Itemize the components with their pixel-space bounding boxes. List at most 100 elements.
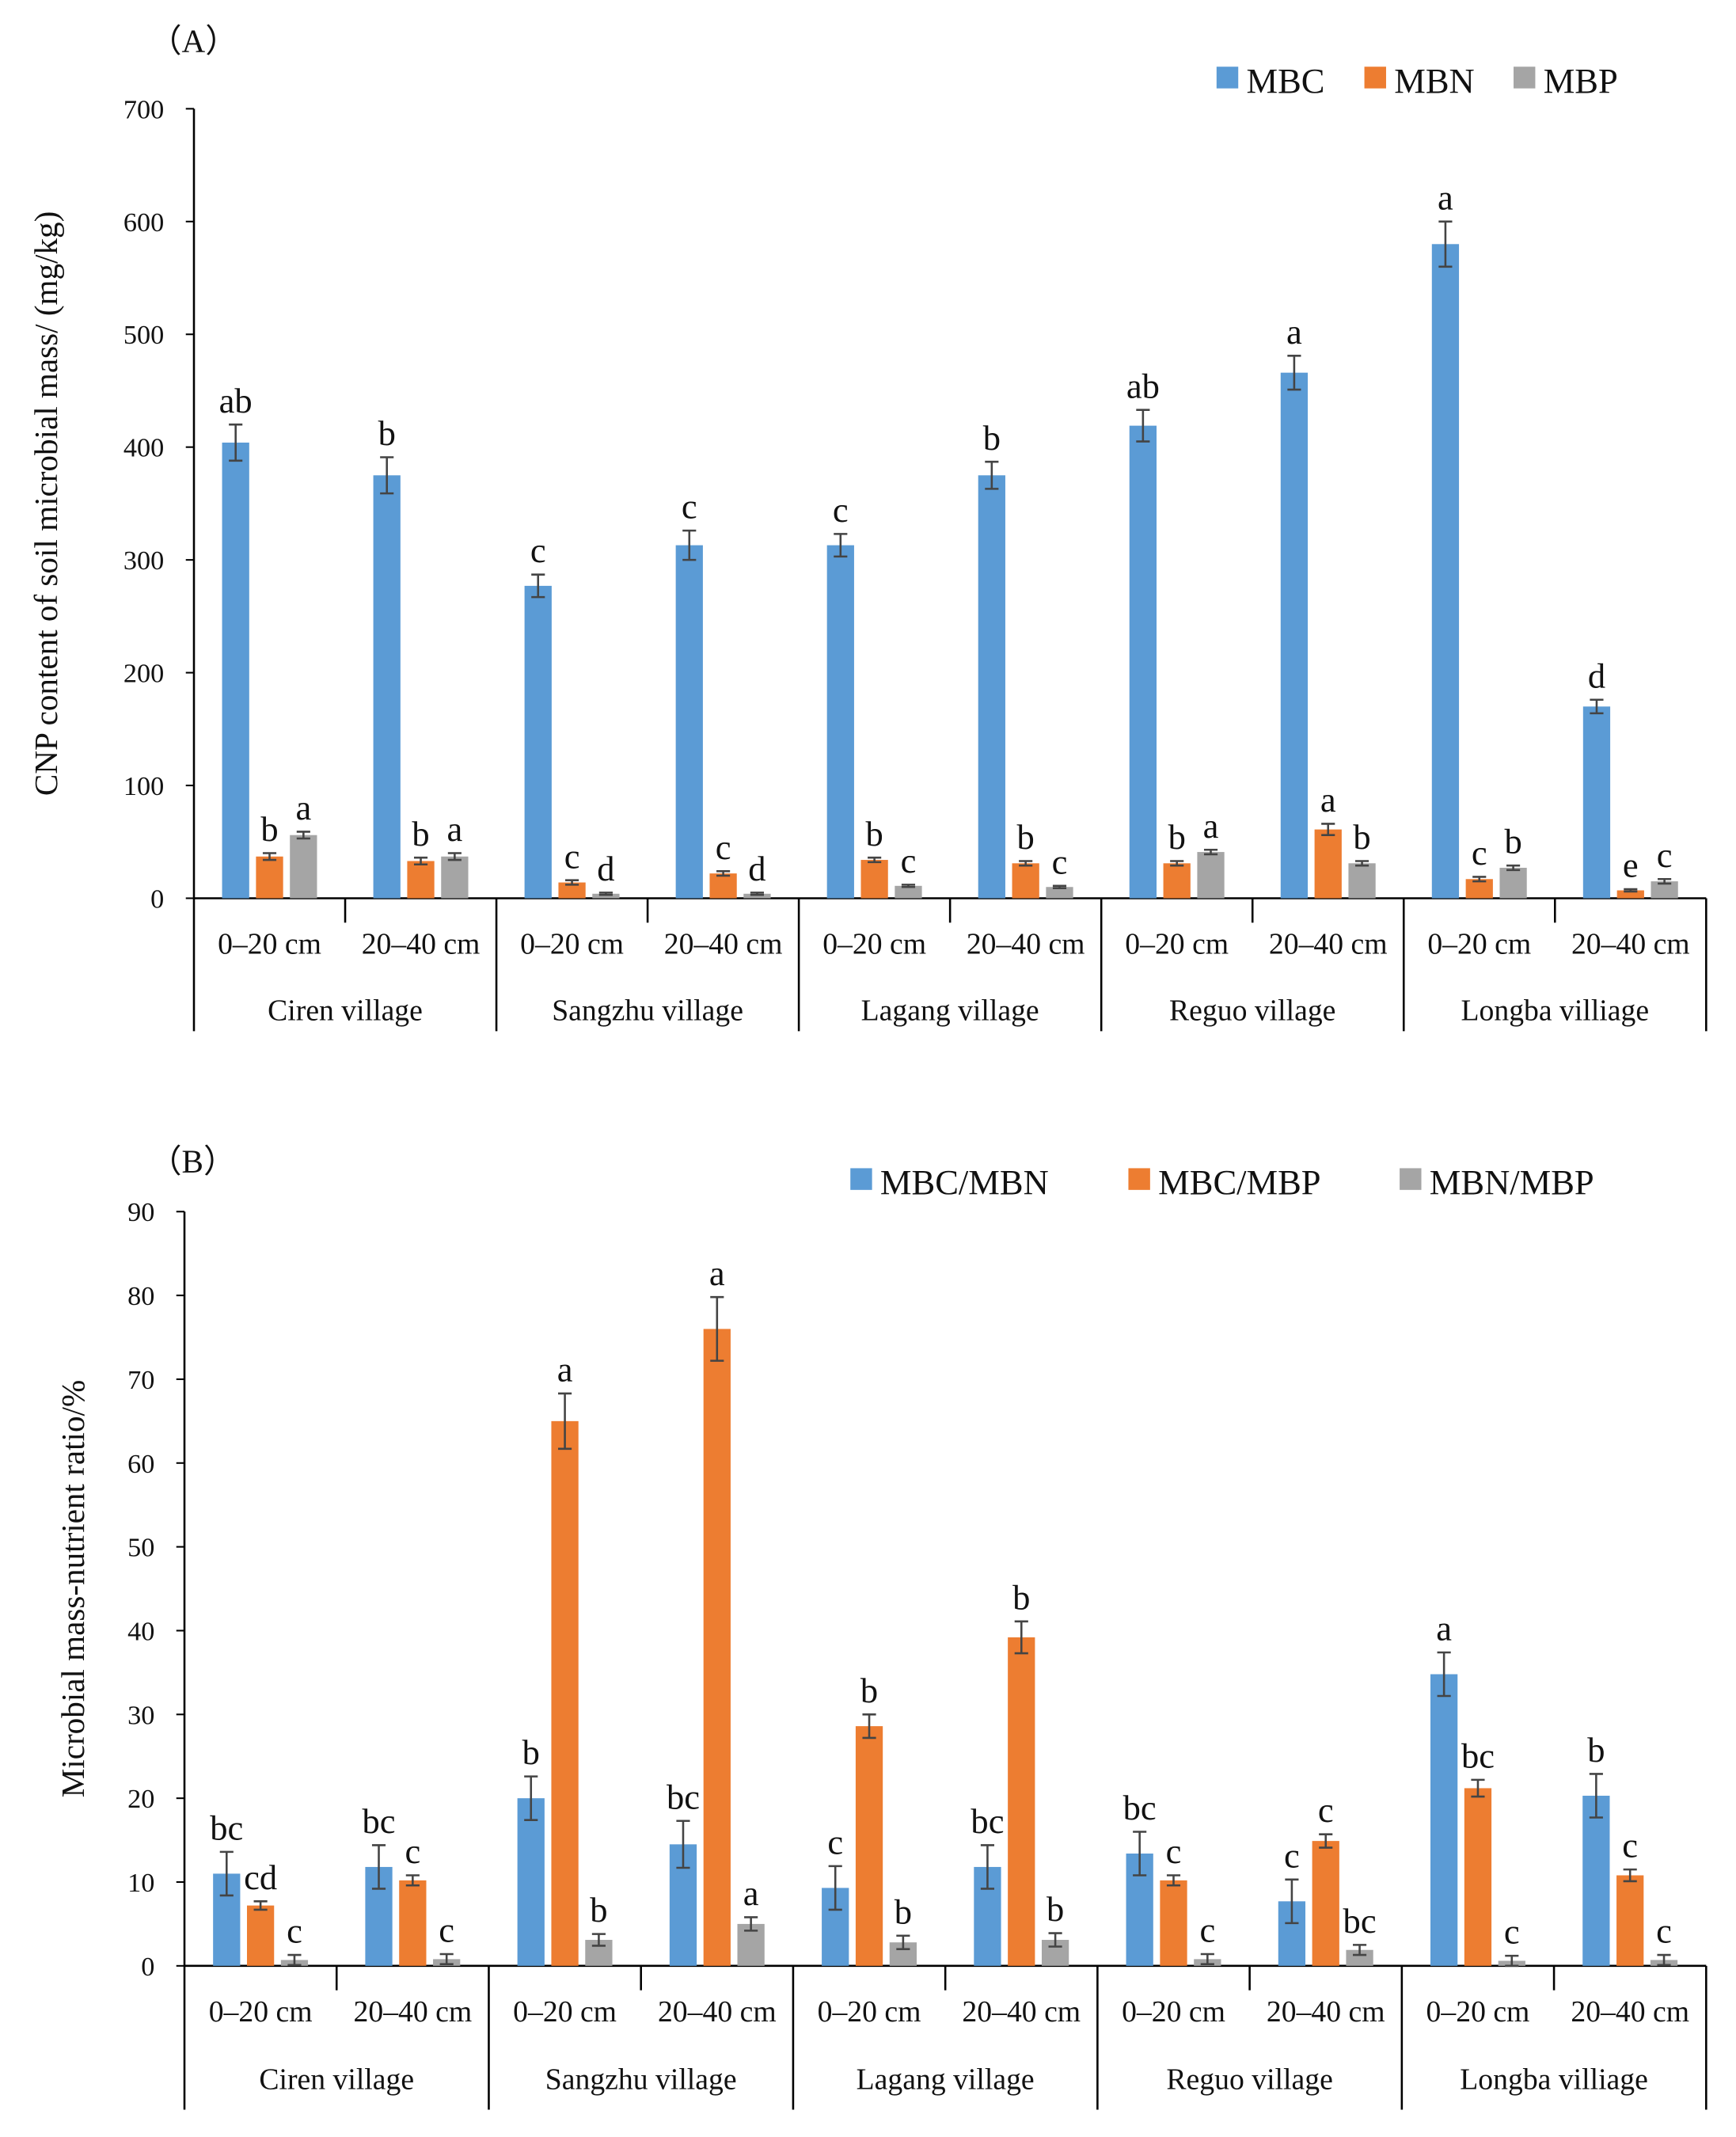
significance-letter: ab [219,381,253,420]
significance-letter: bc [363,1801,396,1841]
significance-letter: a [743,1873,759,1913]
bar [551,1420,579,1966]
significance-letter: b [378,413,396,453]
bar [1431,244,1460,899]
significance-letter: d [1588,656,1605,695]
bar [558,882,586,899]
significance-letter: c [287,1911,302,1951]
y-tick-label: 0 [150,884,164,914]
depth-label: 0–20 cm [1125,928,1229,961]
significance-letter: bc [667,1777,700,1816]
village-label: Longba villiage [1461,994,1649,1028]
bar [1129,425,1157,899]
legend: MBC MBN MBP [1216,61,1618,101]
bar [592,893,620,899]
bar [743,893,771,899]
legend-swatch [1216,67,1239,89]
legend-label: MBC/MBP [1158,1162,1320,1202]
significance-letter: c [564,836,580,876]
significance-letter: bc [210,1808,243,1847]
significance-letter: d [597,849,614,888]
bar [1616,1875,1644,1966]
significance-letter: c [1199,1911,1215,1950]
y-tick-label: 70 [127,1365,154,1395]
significance-letter: a [446,809,462,849]
depth-label: 0–20 cm [209,1995,313,2029]
bar [1582,706,1611,899]
significance-letter: c [833,490,849,530]
legend-label: MBN/MBP [1430,1162,1594,1202]
depth-label: 20–40 cm [1571,1995,1689,2029]
village-label: Longba villiage [1460,2063,1648,2097]
significance-letter: c [1657,835,1673,875]
significance-letter: b [260,809,278,849]
depth-label: 0–20 cm [822,928,926,961]
significance-letter: b [522,1732,540,1772]
significance-letter: c [1284,1835,1300,1875]
significance-letter: d [748,849,765,888]
y-axis-label: Microbial mass-nutrient ratio/% [55,1380,91,1797]
significance-letter: ab [1126,366,1160,405]
depth-label: 20–40 cm [664,928,783,961]
significance-letter: c [1656,1911,1672,1951]
significance-letter: b [1587,1730,1605,1770]
depth-label: 0–20 cm [1122,1995,1225,2029]
significance-letter: b [866,814,883,854]
significance-letter: b [1012,1577,1030,1617]
village-label: Sangzhu village [545,2063,737,2097]
bar [1163,863,1191,899]
y-tick-label: 700 [123,94,164,124]
legend-swatch [850,1168,872,1190]
significance-letter: c [439,1911,454,1950]
significance-letter: bc [1461,1736,1495,1775]
series-mbn: b bc c b b bac e [256,780,1644,899]
significance-letter: b [983,418,1001,458]
legend: MBC/MBN MBC/MBP MBN/MBP [850,1162,1594,1202]
bar [290,835,317,899]
y-tick-label: 600 [123,207,164,238]
significance-letter: a [1320,780,1336,819]
significance-letter: b [860,1671,878,1710]
depth-label: 20–40 cm [354,1995,473,2029]
y-tick-label: 80 [127,1281,154,1311]
village-label: Lagang village [857,2063,1035,2097]
significance-letter: a [1438,177,1453,217]
significance-letter: a [557,1350,573,1390]
significance-letter: a [295,788,311,827]
chart-panel-a: （A） 0 100 200 300 400 500 600 700 CNP content of … [28,22,1708,1032]
legend-label: MBC/MBN [880,1162,1049,1202]
bar [1348,863,1376,899]
bar [1616,890,1644,899]
village-label: Reguo village [1169,994,1335,1028]
series-mbn-mbp: c cb a b bc bc c c [280,1873,1678,1968]
depth-label: 20–40 cm [1267,1995,1385,2029]
depth-label: 0–20 cm [1426,1995,1530,2029]
y-tick-label: 90 [127,1197,154,1227]
significance-letter: c [1166,1831,1182,1871]
y-tick-label: 60 [127,1449,154,1479]
depth-label: 20–40 cm [658,1995,777,2029]
depth-label: 20–40 cm [967,928,1085,961]
depth-label: 20–40 cm [962,1995,1081,2029]
significance-letter: b [1017,817,1035,857]
y-tick-label: 10 [127,1868,154,1898]
bar [517,1798,545,1966]
chart-panel-b: （B） 0 10 20 30 40 50 60 70 80 90 Microbial mass-nut… [55,1143,1708,2110]
y-tick-label: 40 [127,1616,154,1646]
significance-letter: c [682,487,697,527]
significance-letter: a [1286,312,1302,352]
significance-letter: c [1504,1912,1520,1952]
depth-label: 0–20 cm [1427,928,1531,961]
village-label: Ciren village [259,2063,414,2097]
bar [1280,372,1309,899]
bar [860,860,888,899]
bar [407,861,435,899]
significance-letter: e [1623,846,1639,885]
significance-letter: c [1622,1826,1638,1865]
significance-letter: bc [971,1801,1004,1841]
depth-label: 0–20 cm [520,928,624,961]
bar [1314,829,1342,899]
village-label: Reguo village [1166,2063,1332,2097]
